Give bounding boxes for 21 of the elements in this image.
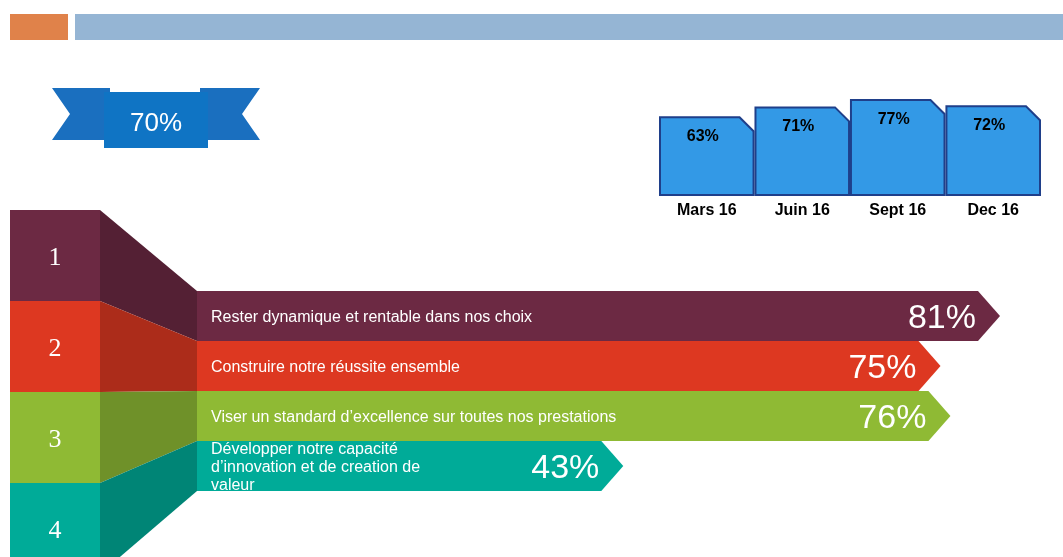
y-tick-label: Développer notre capacité d’innovation et de creation de valeur bbox=[211, 440, 421, 493]
data-label: 76% bbox=[858, 397, 927, 435]
text: 4 bbox=[48, 514, 62, 544]
y-tick-label: Viser un standard d’excellence sur toutes nos prestations bbox=[211, 408, 617, 425]
data-label: 75% bbox=[848, 347, 917, 385]
text: 3 bbox=[48, 423, 62, 453]
data-label: 43% bbox=[531, 447, 600, 485]
x-tick-label: Dec 16 bbox=[967, 201, 1020, 218]
text: 2 bbox=[48, 332, 62, 362]
data-label: 72% bbox=[973, 116, 1006, 134]
data-label: 71% bbox=[782, 117, 815, 135]
text: 1 bbox=[48, 241, 62, 271]
data-label: 77% bbox=[877, 110, 910, 127]
x-tick-label: Juin 16 bbox=[774, 201, 830, 218]
text: 70% bbox=[129, 107, 183, 137]
y-tick-label: Rester dynamique et rentable dans nos choix bbox=[211, 308, 533, 325]
data-label: 63% bbox=[686, 127, 719, 145]
x-tick-label: Sept 16 bbox=[869, 201, 927, 218]
x-tick-label: Mars 16 bbox=[676, 201, 737, 218]
data-label: 81% bbox=[907, 297, 976, 335]
y-tick-label: Construire notre réussite ensemble bbox=[211, 358, 461, 375]
